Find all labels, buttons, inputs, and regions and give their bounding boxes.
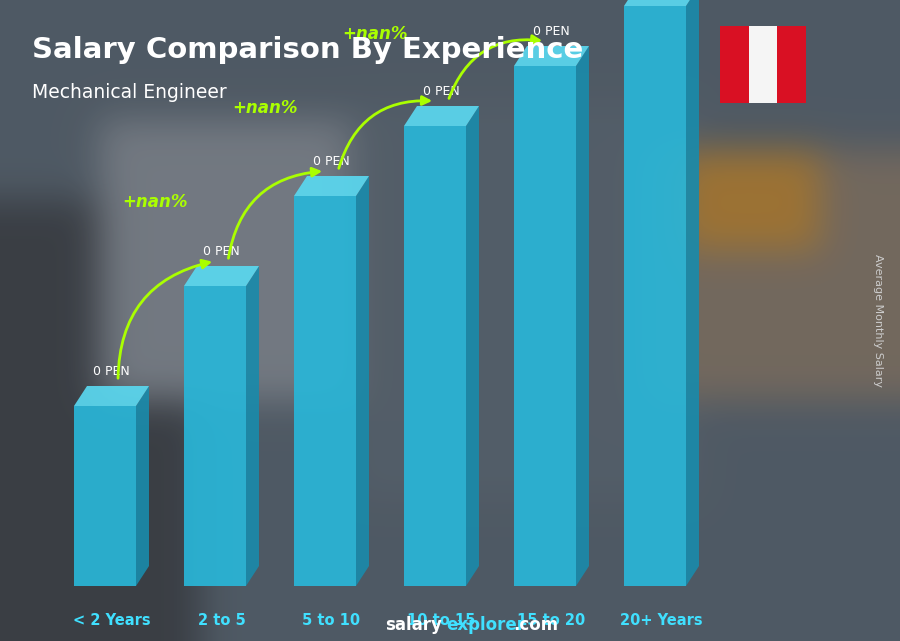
- Text: Salary Comparison By Experience: Salary Comparison By Experience: [32, 36, 583, 64]
- Text: salary: salary: [385, 616, 442, 634]
- Polygon shape: [624, 6, 686, 586]
- Text: +nan%: +nan%: [232, 99, 298, 117]
- Text: 0 PEN: 0 PEN: [423, 85, 460, 98]
- Text: +nan%: +nan%: [122, 193, 188, 211]
- Bar: [720, 26, 749, 103]
- Text: Mechanical Engineer: Mechanical Engineer: [32, 83, 227, 102]
- Polygon shape: [514, 46, 589, 66]
- Polygon shape: [686, 0, 699, 586]
- Text: 0 PEN: 0 PEN: [313, 155, 350, 168]
- Polygon shape: [624, 0, 699, 6]
- Text: +nan%: +nan%: [342, 25, 408, 43]
- Polygon shape: [404, 126, 466, 586]
- Text: 2 to 5: 2 to 5: [198, 613, 246, 628]
- Polygon shape: [184, 286, 246, 586]
- Polygon shape: [136, 386, 149, 586]
- Polygon shape: [466, 106, 479, 586]
- Text: 15 to 20: 15 to 20: [518, 613, 586, 628]
- Text: Average Monthly Salary: Average Monthly Salary: [873, 254, 883, 388]
- Text: 0 PEN: 0 PEN: [533, 25, 570, 38]
- Text: .com: .com: [513, 616, 558, 634]
- Text: 0 PEN: 0 PEN: [93, 365, 130, 378]
- Polygon shape: [356, 176, 369, 586]
- Polygon shape: [74, 386, 149, 406]
- Polygon shape: [404, 106, 479, 126]
- Text: 0 PEN: 0 PEN: [203, 245, 240, 258]
- Polygon shape: [246, 266, 259, 586]
- Text: < 2 Years: < 2 Years: [73, 613, 150, 628]
- Polygon shape: [184, 266, 259, 286]
- Text: 20+ Years: 20+ Years: [620, 613, 703, 628]
- Bar: [749, 26, 777, 103]
- Text: explorer: explorer: [446, 616, 525, 634]
- Polygon shape: [576, 46, 589, 586]
- FancyBboxPatch shape: [715, 19, 811, 110]
- Polygon shape: [294, 176, 369, 196]
- Bar: [777, 26, 806, 103]
- Polygon shape: [514, 66, 576, 586]
- Polygon shape: [294, 196, 356, 586]
- Text: 5 to 10: 5 to 10: [302, 613, 361, 628]
- Text: 10 to 15: 10 to 15: [408, 613, 476, 628]
- Polygon shape: [74, 406, 136, 586]
